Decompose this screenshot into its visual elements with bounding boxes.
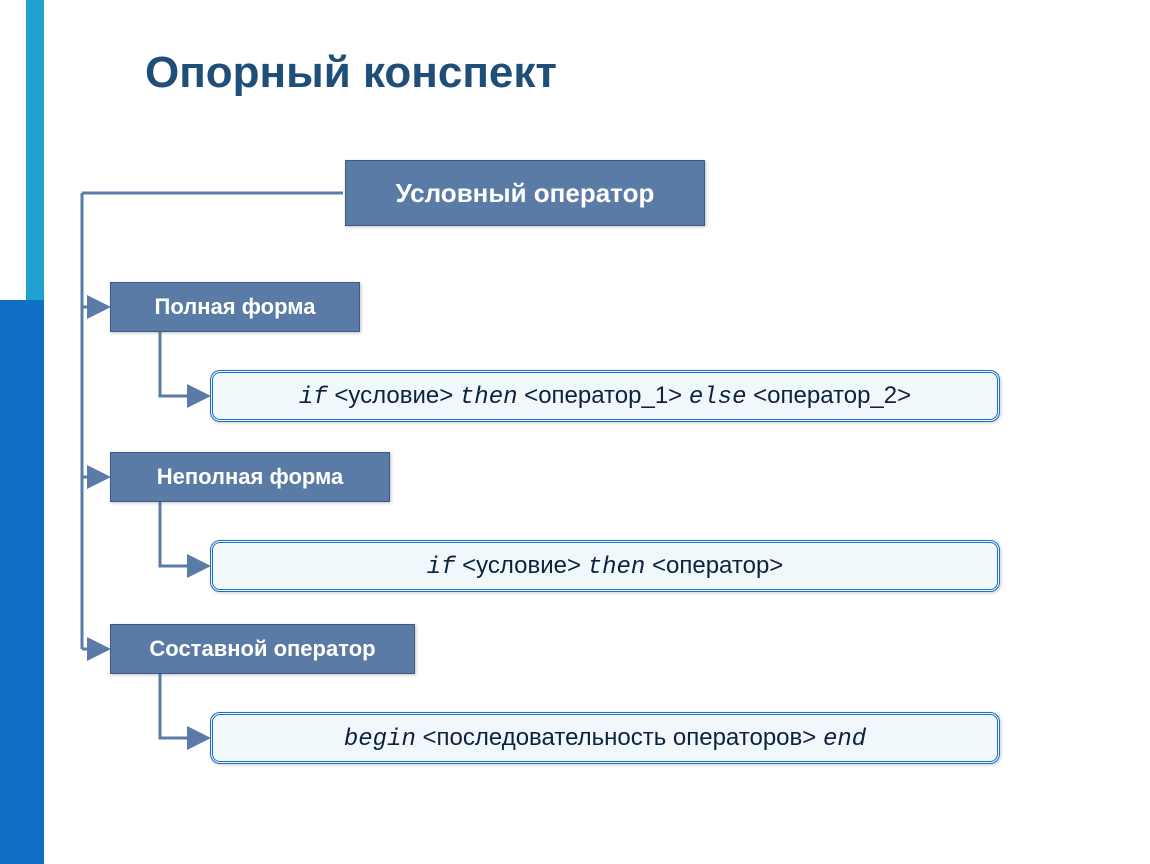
sidebar-accent-bottom — [0, 300, 44, 864]
page-title: Опорный конспект — [145, 48, 557, 98]
branch-header-compound: Составной оператор — [110, 624, 415, 674]
branch-header-full-form: Полная форма — [110, 282, 360, 332]
root-node: Условный оператор — [345, 160, 705, 226]
code-box-compound: begin <последовательность операторов> en… — [210, 712, 1000, 764]
code-box-full-form: if <условие> then <оператор_1> else <опе… — [210, 370, 1000, 422]
code-box-short-form: if <условие> then <оператор> — [210, 540, 1000, 592]
branch-header-short-form: Неполная форма — [110, 452, 390, 502]
